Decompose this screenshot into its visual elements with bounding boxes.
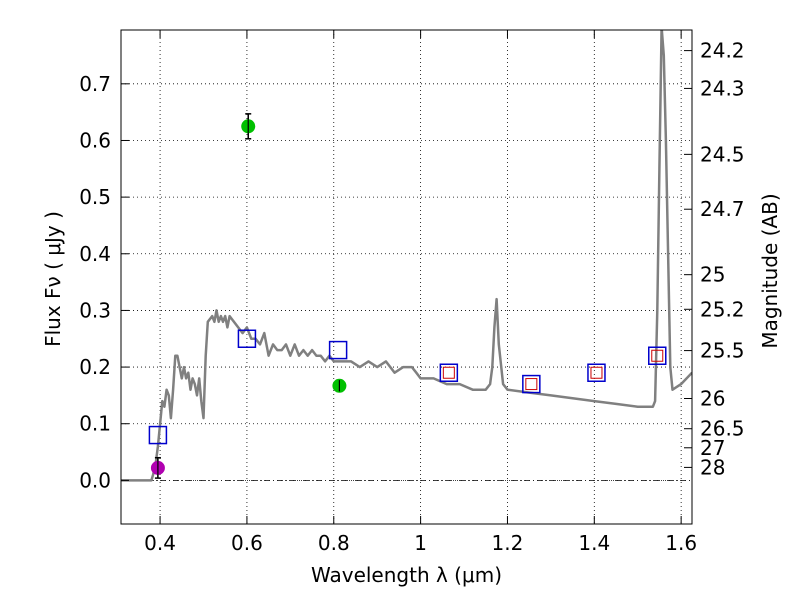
x-tick-label: 1.2 bbox=[492, 531, 524, 555]
right-tick-label: 24.3 bbox=[700, 76, 745, 100]
y-tick-label: 0.3 bbox=[79, 298, 111, 322]
x-tick-label: 0.8 bbox=[318, 531, 350, 555]
right-tick-label: 25.2 bbox=[700, 297, 745, 321]
model-photometry-square bbox=[328, 340, 348, 360]
x-tick-label: 0.6 bbox=[231, 531, 263, 555]
y-tick-label: 0.7 bbox=[79, 72, 111, 96]
y-tick-label: 0.2 bbox=[79, 355, 111, 379]
right-axis-label: Magnitude (AB) bbox=[758, 193, 782, 348]
grid-lines bbox=[121, 30, 692, 524]
model-photometry-square bbox=[439, 363, 459, 382]
plot-frame bbox=[120, 29, 693, 525]
y-tick-label: 0.1 bbox=[79, 412, 111, 436]
x-axis-label: Wavelength λ (μm) bbox=[311, 563, 502, 587]
x-tick-label: 1.4 bbox=[578, 531, 610, 555]
model-photometry-inner-square bbox=[525, 378, 538, 391]
y-tick-label: 0.4 bbox=[79, 242, 111, 266]
y-tick-label: 0.0 bbox=[79, 468, 111, 492]
sed-model-line bbox=[121, 30, 692, 482]
right-tick-label: 24.7 bbox=[700, 197, 745, 221]
model-photometry-square bbox=[522, 374, 541, 394]
right-tick-label: 25 bbox=[700, 263, 725, 287]
right-tick-label: 26.5 bbox=[700, 417, 745, 441]
right-tick-label: 28 bbox=[700, 455, 725, 479]
x-tick-label: 0.4 bbox=[144, 531, 176, 555]
model-photometry-inner-square bbox=[442, 366, 455, 379]
right-tick-label: 27 bbox=[700, 436, 725, 460]
y-axis-label: Flux Fν ( μJy ) bbox=[41, 211, 65, 347]
model-photometry-square bbox=[648, 346, 667, 365]
right-tick-label: 24.5 bbox=[700, 142, 745, 166]
axes: 0.4 0.6 0.8 1 1.2 1.4 1.6 0.0 0.1 0.2 0.3 0.4 0.5 0.6… bbox=[79, 30, 745, 555]
right-tick-label: 25.5 bbox=[700, 339, 745, 363]
y-tick-label: 0.5 bbox=[79, 185, 111, 209]
model-photometry-inner-square bbox=[590, 366, 603, 379]
right-tick-label: 26 bbox=[700, 386, 725, 410]
model-photometry-square bbox=[148, 425, 168, 445]
model-photometry-inner-square bbox=[651, 349, 664, 362]
model-photometry-square bbox=[237, 329, 257, 348]
right-tick-label: 24.2 bbox=[700, 39, 745, 63]
x-tick-label: 1.6 bbox=[665, 531, 697, 555]
y-tick-label: 0.6 bbox=[79, 128, 111, 152]
x-tick-label: 1 bbox=[414, 531, 427, 555]
model-photometry-square bbox=[587, 363, 606, 382]
plot-series bbox=[121, 30, 692, 482]
